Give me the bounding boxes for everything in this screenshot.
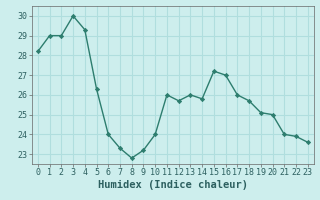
X-axis label: Humidex (Indice chaleur): Humidex (Indice chaleur) [98,180,248,190]
